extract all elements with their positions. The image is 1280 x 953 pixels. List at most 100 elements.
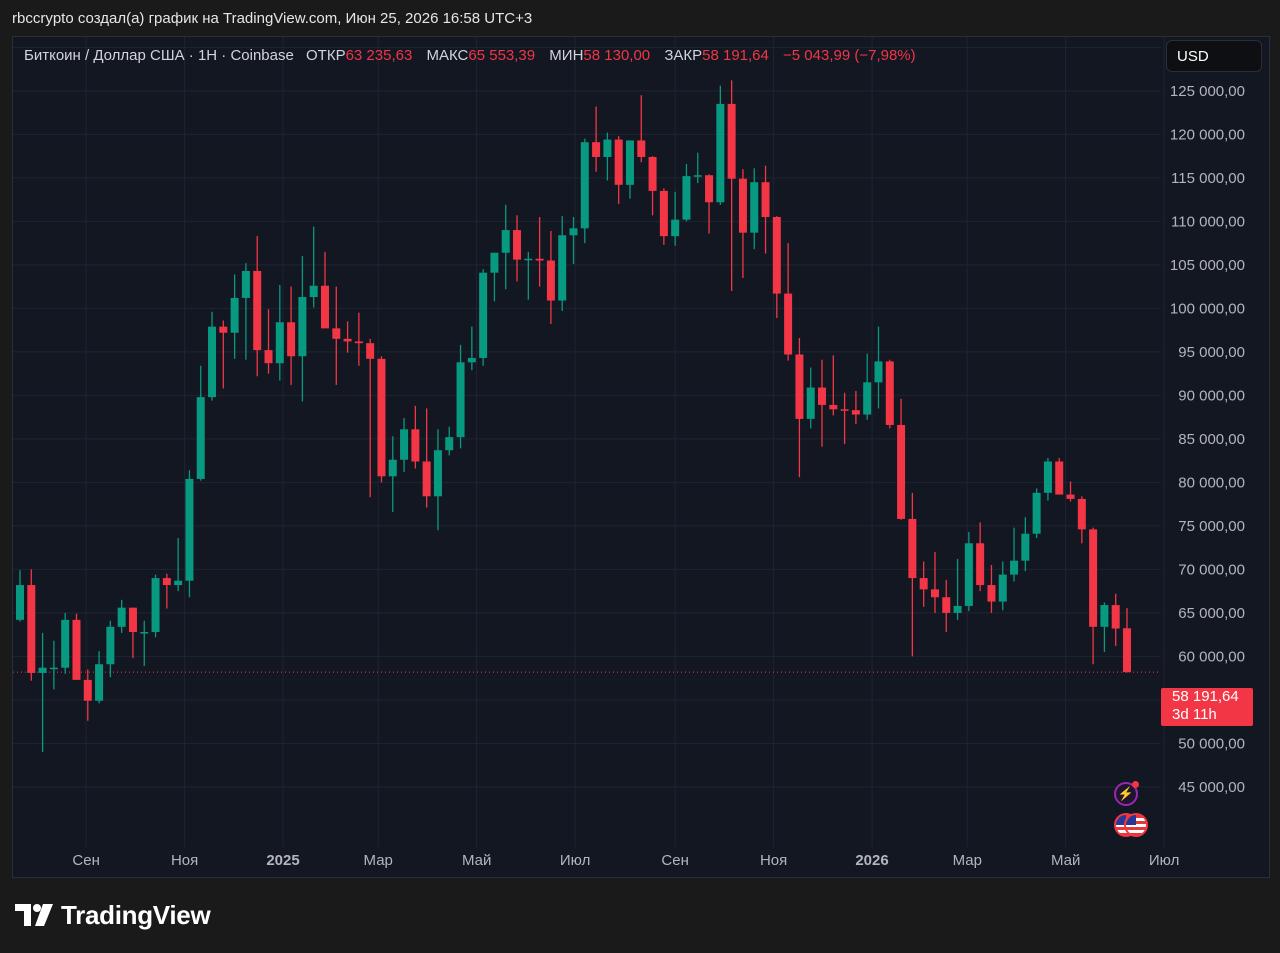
x-tick-label: Июл (560, 852, 590, 869)
candle-body (264, 350, 273, 364)
candle-body (942, 597, 951, 613)
open-value: 63 235,63 (345, 47, 413, 64)
candle-body (1010, 560, 1019, 575)
candle-body (151, 578, 160, 633)
close-value: 58 191,64 (702, 47, 769, 64)
candle-body (829, 404, 838, 410)
candle-body (196, 397, 205, 479)
candle-body (253, 270, 262, 351)
candle-body (524, 258, 533, 261)
x-tick-label: 2025 (266, 852, 299, 869)
candle-body (162, 578, 171, 586)
candle-body (16, 585, 24, 620)
candle-body (95, 664, 104, 701)
y-tick-label: 60 000,00 (1178, 648, 1245, 665)
notification-dot (1132, 781, 1139, 788)
candle-body (174, 580, 183, 586)
candle-body (275, 322, 284, 364)
candle-body (671, 219, 680, 237)
y-tick-label: 50 000,00 (1178, 735, 1245, 752)
candle-body (354, 341, 363, 344)
candle-body (558, 235, 567, 301)
y-tick-label: 100 000,00 (1170, 300, 1245, 317)
candle-body (637, 140, 646, 157)
y-tick-label: 105 000,00 (1170, 257, 1245, 274)
tradingview-logo[interactable]: TradingView (15, 898, 211, 932)
us-flag-icon (1124, 813, 1148, 837)
candle-body (569, 228, 578, 236)
candle-body (1111, 605, 1120, 629)
candle-body (1066, 494, 1075, 499)
candle-body (400, 429, 409, 460)
x-tick-label: Сен (72, 852, 99, 869)
candle-body (625, 140, 634, 185)
candle-body (761, 182, 770, 218)
candle-body (38, 667, 47, 673)
last-price-value: 58 191,64 (1172, 688, 1239, 705)
chart-caption: rbccrypto создал(а) график на TradingVie… (12, 10, 533, 27)
bar-countdown: 3d 11h (1172, 706, 1217, 723)
candle-body (919, 578, 928, 590)
candle-body (885, 361, 894, 425)
x-tick-label: Май (1051, 852, 1080, 869)
y-tick-label: 80 000,00 (1178, 474, 1245, 491)
candle-body (343, 338, 352, 342)
candle-body (49, 667, 58, 670)
y-tick-label: 110 000,00 (1171, 213, 1245, 230)
candle-body (128, 607, 137, 633)
candle-body (682, 176, 691, 220)
candle-body (1089, 529, 1098, 627)
currency-selector[interactable]: USD (1166, 40, 1262, 72)
economic-events-button[interactable] (1114, 813, 1152, 837)
candle-body (1021, 533, 1030, 561)
candle-body (467, 357, 476, 363)
x-tick-label: Ноя (171, 852, 198, 869)
candle-body (897, 424, 906, 519)
candle-body (377, 358, 386, 477)
candle-body (298, 297, 307, 357)
candle-body (1055, 461, 1064, 495)
candle-body (953, 605, 962, 613)
candle-body (366, 343, 375, 359)
candle-body (106, 626, 115, 665)
candle-body (27, 585, 36, 673)
candle-body (580, 142, 589, 229)
low-label: МИН (549, 47, 584, 64)
candle-body (716, 103, 725, 203)
candle-body (648, 156, 657, 191)
candle-body (411, 429, 420, 462)
x-tick-label: Июл (1149, 852, 1179, 869)
tradingview-logo-icon (15, 904, 53, 926)
symbol-title[interactable]: Биткоин / Доллар США · 1Н · Coinbase (24, 47, 294, 64)
y-tick-label: 75 000,00 (1178, 518, 1245, 535)
candle-body (535, 258, 544, 261)
candle-body (1043, 461, 1052, 493)
candle-body (592, 142, 601, 157)
candle-body (117, 607, 126, 627)
candle-body (603, 139, 612, 157)
candle-body (241, 270, 250, 298)
candle-body (727, 103, 736, 179)
candle-body (705, 175, 714, 203)
candle-body (750, 182, 759, 233)
candle-body (72, 619, 81, 680)
lightning-icon[interactable]: ⚡ (1114, 781, 1139, 806)
ohlc-legend: Биткоин / Доллар США · 1Н · Coinbase ОТК… (24, 47, 916, 64)
y-tick-label: 95 000,00 (1178, 344, 1245, 361)
candle-body (287, 322, 296, 357)
candle-body (83, 679, 92, 701)
candle-body (976, 543, 985, 586)
low-value: 58 130,00 (583, 47, 651, 64)
candle-body (987, 585, 996, 602)
close-label: ЗАКР (664, 47, 703, 64)
x-tick-label: Май (462, 852, 491, 869)
candle-body (208, 326, 217, 398)
brand-name: TradingView (61, 899, 211, 930)
candle-body (840, 409, 849, 411)
candle-body (806, 387, 815, 419)
x-tick-label: Ноя (760, 852, 787, 869)
candle-body (908, 518, 917, 579)
candle-body (433, 450, 442, 497)
